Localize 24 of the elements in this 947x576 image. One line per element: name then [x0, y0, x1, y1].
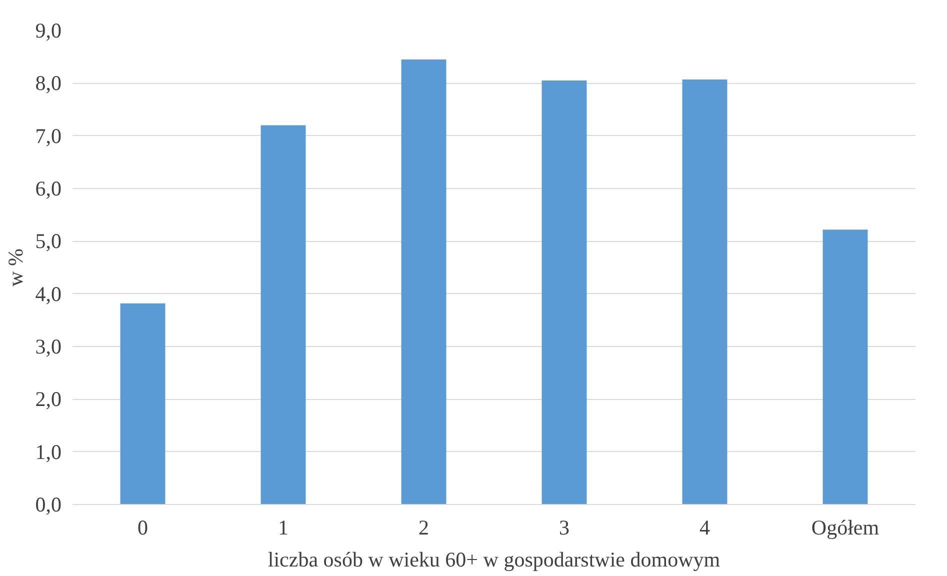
bar	[260, 125, 306, 504]
x-tick-label: 3	[559, 516, 570, 540]
x-tick-label: 2	[418, 516, 429, 540]
bar	[401, 59, 446, 504]
y-tick-label: 2,0	[35, 387, 62, 412]
x-tick-label: 1	[278, 516, 288, 540]
y-tick-label: 4,0	[35, 282, 62, 306]
y-tick-label: 8,0	[35, 71, 62, 96]
y-tick-label: 9,0	[35, 18, 62, 42]
y-tick-label: 3,0	[35, 334, 62, 358]
x-tick-label: Ogółem	[811, 516, 880, 540]
y-tick-label: 7,0	[35, 124, 62, 148]
y-tick-label: 1,0	[35, 440, 62, 464]
bar	[822, 230, 868, 504]
y-tick-label: 0,0	[35, 492, 62, 516]
x-axis-title: liczba osób w wieku 60+ w gospodarstwie domowym	[268, 548, 720, 572]
x-tick-label: 4	[700, 516, 710, 540]
bar	[542, 80, 587, 504]
y-axis-title: w %	[3, 248, 28, 286]
x-tick-label: 0	[138, 516, 148, 540]
y-tick-label: 6,0	[35, 176, 62, 200]
bar	[120, 303, 166, 504]
bar	[682, 79, 728, 504]
y-tick-label: 5,0	[35, 229, 62, 254]
